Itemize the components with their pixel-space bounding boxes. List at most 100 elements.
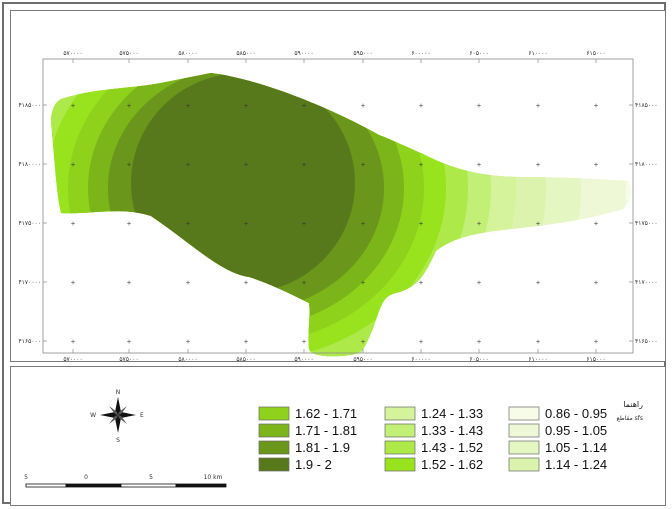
grid-marker: + [418,103,423,110]
grid-marker: + [360,221,365,228]
x-axis-label-bottom: ۵۹۰۰۰۰ [294,356,313,361]
north-arrow-icon: N S W E [90,389,144,444]
legend-swatch [384,440,416,455]
legend-item: 1.33 - 1.43 [384,423,483,438]
legend-item: 1.05 - 1.14 [508,440,607,455]
grid-marker: + [243,221,248,228]
x-axis-label-top: ۵۷۰۰۰۰ [63,50,82,57]
scale-label-end: 10 km [204,474,223,481]
grid-marker: + [593,221,598,228]
y-axis-label-left: ۴۱۶۵۰۰۰ [18,338,41,345]
grid-marker: + [360,339,365,346]
y-axis-label-right: ۴۱۸۰۰۰۰ [635,161,658,168]
grid-marker: + [476,162,481,169]
grid-marker: + [126,162,131,169]
grid-marker: + [243,103,248,110]
grid-marker: + [593,103,598,110]
legend-item: 0.86 - 0.95 [508,406,607,421]
grid-marker: + [360,280,365,287]
legend-label: 1.43 - 1.52 [421,440,483,455]
legend-label: 1.14 - 1.24 [545,457,607,472]
grid-marker: + [418,221,423,228]
legend-label: 1.9 - 2 [295,457,332,472]
grid-marker: + [185,221,190,228]
legend-item: 1.62 - 1.71 [258,406,357,421]
x-axis-label-top: ۵۷۵۰۰۰ [119,50,138,57]
legend-label: 0.86 - 0.95 [545,406,607,421]
x-axis-label-bottom: ۵۹۵۰۰۰ [353,356,372,361]
x-axis-labels-top: ۵۷۰۰۰۰ ۵۷۵۰۰۰ ۵۸۰۰۰۰ ۵۸۵۰۰۰ ۵۹۰۰۰۰ ۵۹۵۰۰۰ ۶۰۰۰… [63,50,605,57]
grid-marker: + [126,339,131,346]
x-axis-label-top: ۵۸۵۰۰۰ [236,50,255,57]
legend-swatch [384,423,416,438]
x-axis-label-top: ۶۱۵۰۰۰ [586,50,605,57]
legend-label: 1.71 - 1.81 [295,423,357,438]
grid-marker: + [126,280,131,287]
y-axis-label-right: ۴۱۷۵۰۰۰ [635,220,658,227]
map-zones [51,73,631,357]
scale-label-zero: 0 [84,474,88,481]
north-label: N [116,389,121,396]
legend-label: 1.33 - 1.43 [421,423,483,438]
legend-item: 1.81 - 1.9 [258,440,350,455]
legend-swatch [508,440,540,455]
zoning-map: + + + + + + + + + + + + + + + + + + + + + + + + + + + + + + + + + + + + + + + +… [18,50,658,361]
grid-marker: + [185,339,190,346]
legend-swatch [508,457,540,472]
x-axis-label-bottom: ۵۸۰۰۰۰ [178,356,197,361]
legend-swatch [258,423,290,438]
y-axis-labels-right: ۴۱۸۵۰۰۰ ۴۱۸۰۰۰۰ ۴۱۷۵۰۰۰ ۴۱۷۰۰۰۰ ۴۱۶۵۰۰۰ [635,102,658,345]
legend-swatch [508,406,540,421]
grid-marker: + [301,221,306,228]
legend-swatch [384,406,416,421]
legend-item: 1.43 - 1.52 [384,440,483,455]
grid-marker: + [476,103,481,110]
zone-1-9-2 [131,73,355,293]
south-label: S [116,437,120,444]
grid-marker: + [535,162,540,169]
legend-swatch [258,440,290,455]
grid-marker: + [535,221,540,228]
legend-label: 1.05 - 1.14 [545,440,607,455]
y-axis-label-right: ۴۱۷۰۰۰۰ [635,279,658,286]
grid-marker: + [70,162,75,169]
legend-label: 1.24 - 1.33 [421,406,483,421]
legend-panel: N S W E 5 0 5 10 km 1.62 - 1.71 1.71 - 1.… [10,366,666,506]
grid-marker: + [535,103,540,110]
legend-swatch [258,406,290,421]
x-axis-label-top: ۶۰۰۰۰۰ [411,50,430,57]
y-axis-label-left: ۴۱۸۵۰۰۰ [18,102,41,109]
grid-marker: + [126,103,131,110]
grid-marker: + [70,339,75,346]
legend-label: 0.95 - 1.05 [545,423,607,438]
grid-marker: + [243,339,248,346]
legend-item: 1.24 - 1.33 [384,406,483,421]
grid-marker: + [535,339,540,346]
grid-marker: + [593,280,598,287]
x-axis-label-top: ۵۹۵۰۰۰ [353,50,372,57]
grid-marker: + [418,280,423,287]
map-layout-frame: + + + + + + + + + + + + + + + + + + + + + + + + + + + + + + + + + + + + + + + +… [2,2,666,506]
grid-marker: + [185,162,190,169]
grid-marker: + [243,280,248,287]
grid-marker: + [476,221,481,228]
x-axis-label-top: ۵۹۰۰۰۰ [294,50,313,57]
x-axis-labels-bottom: ۵۷۰۰۰۰ ۵۷۵۰۰۰ ۵۸۰۰۰۰ ۵۸۵۰۰۰ ۵۹۰۰۰۰ ۵۹۵۰۰۰ ۶۰۰۰… [63,356,605,361]
grid-marker: + [70,280,75,287]
legend-label: 1.81 - 1.9 [295,440,350,455]
legend-subtitle: مقاطع sfs [617,415,643,422]
grid-marker: + [301,162,306,169]
y-axis-label-right: ۴۱۸۵۰۰۰ [635,102,658,109]
x-axis-label-bottom: ۶۰۵۰۰۰ [469,356,488,361]
grid-marker: + [360,103,365,110]
legend-label: 1.62 - 1.71 [295,406,357,421]
legend-label: 1.52 - 1.62 [421,457,483,472]
x-axis-label-top: ۶۱۰۰۰۰ [528,50,547,57]
grid-marker: + [593,339,598,346]
grid-marker: + [185,280,190,287]
x-axis-label-top: ۵۸۰۰۰۰ [178,50,197,57]
grid-marker: + [418,162,423,169]
grid-marker: + [535,280,540,287]
legend-item: 1.9 - 2 [258,457,332,472]
y-axis-labels-left: ۴۱۸۵۰۰۰ ۴۱۸۰۰۰۰ ۴۱۷۵۰۰۰ ۴۱۷۰۰۰۰ ۴۱۶۵۰۰۰ [18,102,41,345]
